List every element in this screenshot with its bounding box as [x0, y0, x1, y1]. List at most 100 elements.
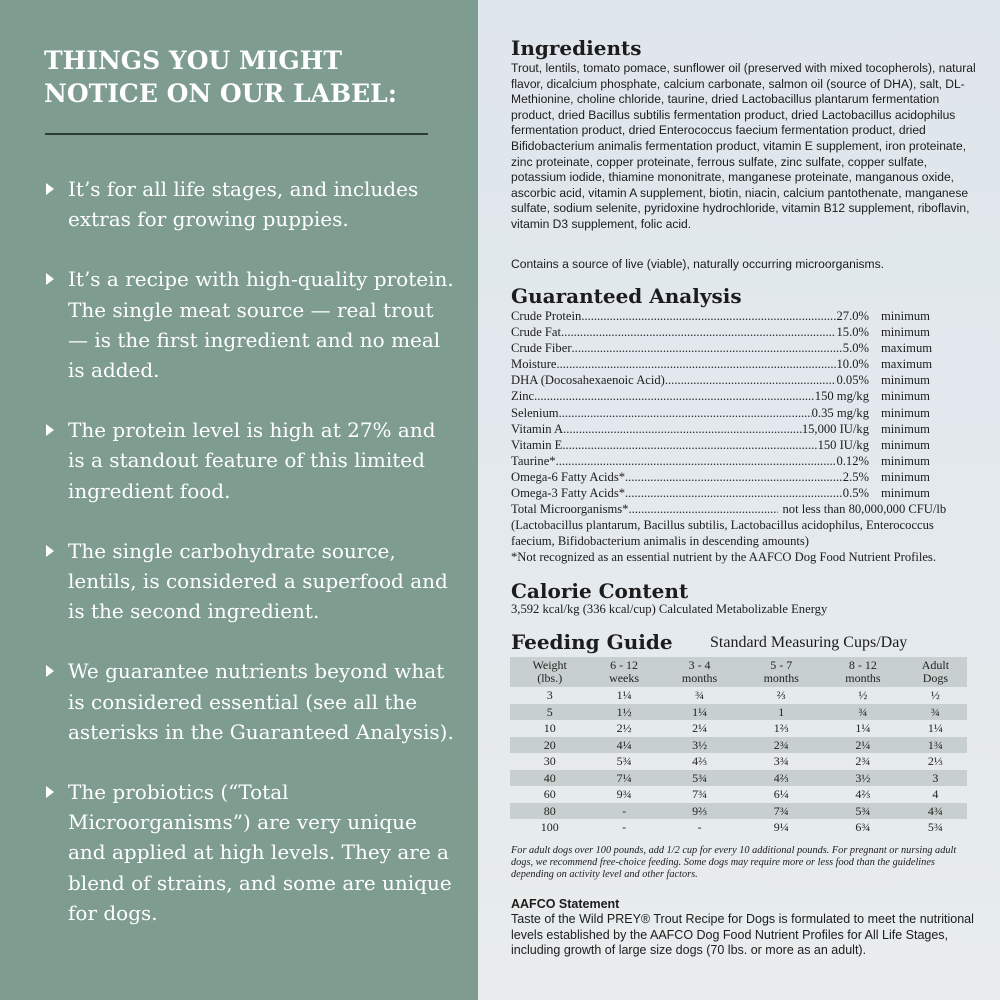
analysis-row: Crude Protein27.0%minimum [511, 308, 971, 324]
table-cell: 5¾ [822, 802, 904, 819]
table-cell: 4⅔ [740, 769, 823, 786]
table-cell: 6¼ [773, 787, 789, 801]
list-item: The probiotics (“Total Microorganisms”) … [46, 777, 456, 928]
table-cell: 2⅓ [927, 754, 943, 768]
table-cell: 1¼ [927, 721, 943, 735]
table-cell: 4¼ [589, 736, 659, 753]
table-cell: 80 [510, 802, 590, 819]
table-cell: 4¾ [903, 802, 967, 819]
table-cell: 7¼ [589, 769, 659, 786]
table-cell: 1⅔ [773, 721, 789, 735]
table-cell: 9⅔ [658, 802, 741, 819]
table-cell: 1¾ [903, 736, 967, 753]
table-cell: 5¾ [616, 754, 632, 768]
table-cell: ½ [858, 688, 868, 702]
divider [45, 133, 428, 135]
table-cell: ¾ [903, 703, 967, 720]
analysis-row: Omega-6 Fatty Acids*2.5%minimum [511, 469, 971, 485]
column-header: 6 - 12 weeks [589, 657, 659, 687]
triangle-bullet-icon [46, 544, 54, 557]
analysis-row: Crude Fiber5.0%maximum [511, 340, 971, 356]
table-row: 5 1½ 1¼ 1 ¾ ¾ [510, 703, 967, 720]
analysis-heading: Guaranteed Analysis [511, 284, 742, 308]
analysis-row: Total Microorganisms*not less than 80,00… [511, 501, 971, 517]
table-cell: 1¼ [658, 703, 741, 720]
table-cell: - [589, 802, 659, 819]
table-cell: 3 [903, 769, 967, 786]
table-row: 20 4¼ 3½ 2¾ 2¼ 1¾ [510, 736, 967, 753]
table-cell: 5 [510, 703, 590, 720]
table-cell: ½ [930, 688, 940, 702]
table-row: 40 7¼ 5¾ 4⅔ 3½ 3 [510, 769, 967, 786]
list-item: It’s a recipe with high-quality protein.… [46, 264, 456, 385]
table-cell: 6¾ [855, 820, 871, 834]
list-item: We guarantee nutrients beyond what is co… [46, 656, 456, 747]
table-cell: 2½ [616, 721, 632, 735]
analysis-row: Taurine*0.12%minimum [511, 453, 971, 469]
ingredients-note: Contains a source of live (viable), natu… [511, 257, 885, 271]
label-highlights-panel: THINGS YOU MIGHT NOTICE ON OUR LABEL: It… [0, 0, 478, 1000]
triangle-bullet-icon [46, 183, 54, 195]
list-item: It’s for all life stages, and includes e… [46, 174, 456, 234]
table-cell: 3½ [658, 736, 741, 753]
table-cell: 2¾ [855, 754, 871, 768]
table-row: 3 1¼ ¾ ⅔ ½ ½ [510, 687, 967, 704]
analysis-row: Omega-3 Fatty Acids*0.5%minimum [511, 485, 971, 501]
table-cell: 1¼ [855, 721, 871, 735]
table-cell: - [622, 820, 627, 834]
feeding-subtitle: Standard Measuring Cups/Day [710, 634, 908, 651]
calorie-heading: Calorie Content [511, 579, 689, 603]
table-cell: 9¾ [616, 787, 632, 801]
column-header: 8 - 12 months [822, 657, 904, 687]
table-cell: 3 [546, 688, 553, 702]
table-cell: 3½ [822, 769, 904, 786]
table-cell: 7¾ [740, 802, 823, 819]
table-cell: ¾ [822, 703, 904, 720]
table-cell: 10 [543, 721, 556, 735]
analysis-row: Moisture10.0%maximum [511, 356, 971, 372]
table-cell: 100 [540, 820, 559, 834]
table-cell: ⅔ [776, 688, 786, 702]
triangle-bullet-icon [46, 273, 54, 286]
table-cell: 1½ [589, 703, 659, 720]
table-cell: 9¼ [773, 820, 789, 834]
analysis-row: Crude Fat15.0%minimum [511, 324, 971, 340]
table-cell: 20 [510, 736, 590, 753]
panel-title: THINGS YOU MIGHT NOTICE ON OUR LABEL: [44, 46, 397, 108]
column-header: Weight (lbs.) [510, 657, 590, 687]
table-cell: 2¾ [740, 736, 823, 753]
triangle-bullet-icon [46, 786, 54, 799]
table-row: 10 2½ 2¼ 1⅔ 1¼ 1¼ [510, 720, 967, 737]
ingredients-heading: Ingredients [511, 36, 642, 60]
triangle-bullet-icon [46, 424, 54, 437]
table-cell: 30 [543, 754, 556, 768]
table-cell: 2¼ [822, 736, 904, 753]
table-cell: 4⅔ [855, 787, 871, 801]
table-cell: 60 [543, 787, 556, 801]
column-header: 3 - 4 months [658, 657, 741, 687]
table-cell: 5¾ [927, 820, 943, 834]
table-cell: 7¾ [692, 787, 708, 801]
feeding-heading: Feeding Guide [511, 630, 673, 654]
table-cell: 3¾ [773, 754, 789, 768]
calorie-text: 3,592 kcal/kg (336 kcal/cup) Calculated … [511, 602, 828, 616]
table-cell: 5¾ [658, 769, 741, 786]
table-row: 80-9⅔ 7¾ 5¾ 4¾ [510, 802, 967, 819]
column-header: Adult Dogs [903, 657, 967, 687]
highlights-list: It’s for all life stages, and includes e… [46, 174, 456, 958]
table-row: 60 9¾ 7¾ 6¼ 4⅔ 4 [510, 786, 967, 803]
list-item: The protein level is high at 27% and is … [46, 415, 456, 506]
table-cell: 1 [740, 703, 823, 720]
table-row: 100 - - 9¼ 6¾ 5¾ [510, 819, 967, 836]
feeding-note: For adult dogs over 100 pounds, add 1/2 … [511, 845, 957, 881]
table-cell: ¾ [695, 688, 705, 702]
nutrition-label: Ingredients Trout, lentils, tomato pomac… [478, 0, 1000, 1000]
microorganism-strains: (Lactobacillus plantarum, Bacillus subti… [511, 518, 934, 549]
aafco-text: Taste of the Wild PREY® Trout Recipe for… [511, 912, 974, 957]
table-row: 30 5¾ 4⅔ 3¾ 2¾ 2⅓ [510, 753, 967, 770]
